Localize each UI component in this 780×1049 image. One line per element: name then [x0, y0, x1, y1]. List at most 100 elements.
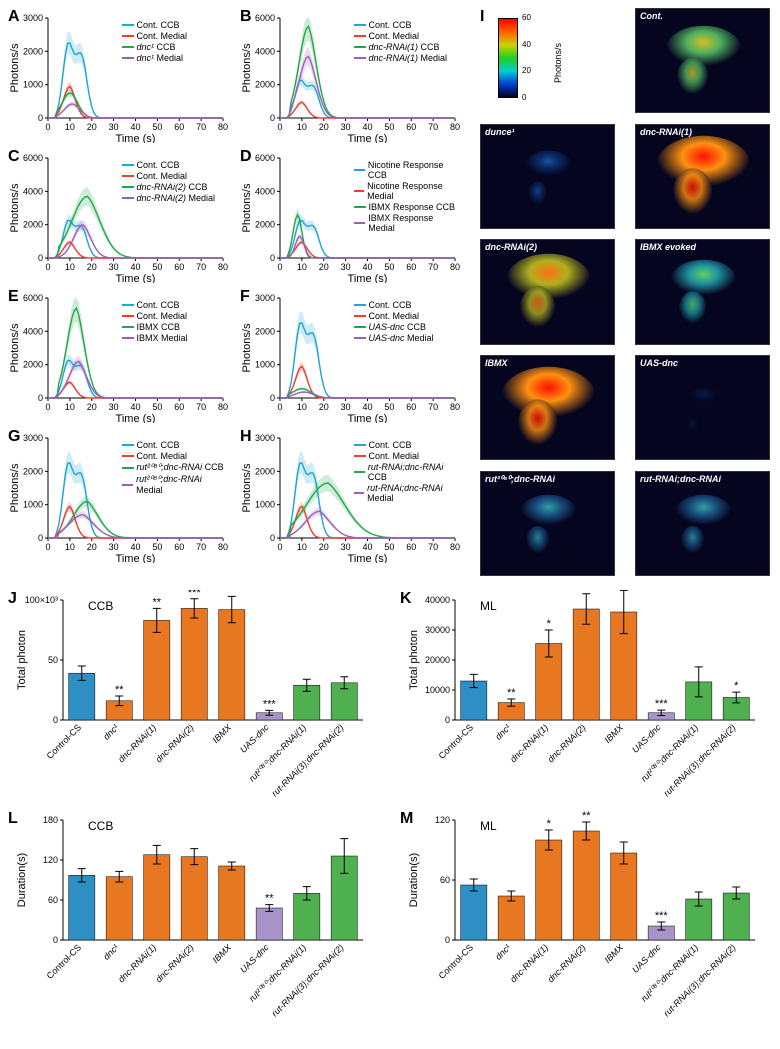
svg-text:60: 60 — [440, 875, 450, 885]
legend-item: Cont. CCB — [122, 300, 188, 310]
svg-text:10: 10 — [297, 262, 307, 272]
legend-item: Cont. Medial — [354, 451, 461, 461]
svg-text:80: 80 — [450, 262, 460, 272]
svg-text:10: 10 — [297, 122, 307, 132]
panel-label: I — [480, 8, 484, 26]
svg-text:40: 40 — [362, 122, 372, 132]
svg-text:UAS-dnc: UAS-dnc — [238, 942, 271, 975]
svg-text:Time (s): Time (s) — [348, 553, 388, 563]
heatmap-label: dnc-RNAi(1) — [640, 127, 692, 137]
svg-text:4000: 4000 — [255, 46, 275, 56]
svg-text:40: 40 — [130, 262, 140, 272]
svg-text:30: 30 — [109, 542, 119, 552]
svg-text:Photons/s: Photons/s — [241, 183, 253, 232]
svg-text:10000: 10000 — [425, 685, 450, 695]
svg-text:2000: 2000 — [23, 466, 43, 476]
legend: Nicotine Response CCBNicotine Response M… — [354, 160, 461, 234]
svg-text:***: *** — [655, 698, 669, 710]
legend-item: Cont. CCB — [354, 20, 448, 30]
svg-text:Duration(s): Duration(s) — [16, 853, 28, 907]
heatmap-cell — [635, 239, 770, 344]
timeseries-panel-E: E020004000600001020304050607080Time (s)P… — [8, 288, 228, 423]
heatmap-cell — [480, 471, 615, 576]
heatmap-cell — [480, 124, 615, 229]
svg-text:0: 0 — [45, 122, 50, 132]
svg-text:70: 70 — [428, 402, 438, 412]
svg-text:***: *** — [263, 698, 277, 710]
svg-text:30: 30 — [109, 402, 119, 412]
svg-text:0: 0 — [270, 253, 275, 263]
colorbar-tick: 40 — [522, 40, 531, 49]
svg-text:2000: 2000 — [255, 326, 275, 336]
svg-text:Duration(s): Duration(s) — [408, 853, 420, 907]
svg-text:*: * — [547, 818, 552, 830]
barchart-svg: 060120MLDuration(s)Control-CSdnc¹*dnc-RN… — [400, 810, 770, 1030]
svg-text:Total photon: Total photon — [16, 630, 28, 690]
svg-text:Photons/s: Photons/s — [241, 463, 253, 512]
svg-text:60: 60 — [406, 542, 416, 552]
svg-text:1000: 1000 — [255, 360, 275, 370]
svg-text:**: ** — [582, 810, 591, 822]
svg-text:60: 60 — [406, 402, 416, 412]
legend-item: Cont. CCB — [354, 300, 434, 310]
svg-text:60: 60 — [48, 895, 58, 905]
svg-text:6000: 6000 — [23, 293, 43, 303]
svg-text:70: 70 — [196, 542, 206, 552]
legend: Cont. CCBCont. Medialdnc¹ CCBdnc¹ Medial — [122, 20, 188, 64]
heatmap-cell — [480, 239, 615, 344]
legend-item: Cont. CCB — [122, 20, 188, 30]
svg-text:50: 50 — [384, 122, 394, 132]
svg-text:10: 10 — [297, 402, 307, 412]
svg-text:ML: ML — [480, 599, 497, 613]
svg-text:40000: 40000 — [425, 595, 450, 605]
svg-text:70: 70 — [428, 122, 438, 132]
legend-item: Cont. CCB — [122, 440, 229, 450]
legend: Cont. CCBCont. Medialrut²⁰⁸⁰;dnc-RNAi CC… — [122, 440, 229, 496]
svg-text:4000: 4000 — [255, 186, 275, 196]
heatmap-cell — [635, 355, 770, 460]
svg-text:20: 20 — [87, 542, 97, 552]
legend-item: rut²⁰⁸⁰;dnc-RNAi Medial — [122, 474, 229, 495]
svg-text:0: 0 — [45, 262, 50, 272]
svg-text:50: 50 — [384, 262, 394, 272]
panel-label: M — [400, 810, 413, 828]
svg-text:**: ** — [582, 590, 591, 594]
legend: Cont. CCBCont. Medialdnc-RNAi(1) CCBdnc-… — [354, 20, 448, 64]
svg-text:0: 0 — [277, 542, 282, 552]
legend-item: Cont. CCB — [122, 160, 216, 170]
svg-text:50: 50 — [152, 122, 162, 132]
svg-text:2000: 2000 — [255, 466, 275, 476]
svg-text:Total photon: Total photon — [408, 630, 420, 690]
svg-text:**: ** — [507, 687, 516, 699]
svg-text:80: 80 — [218, 262, 228, 272]
heatmap-label: dnc-RNAi(2) — [485, 242, 537, 252]
barchart-svg: 010000200003000040000MLTotal photonContr… — [400, 590, 770, 810]
colorbar-tick: 60 — [522, 13, 531, 22]
svg-text:Photons/s: Photons/s — [9, 43, 21, 92]
timeseries-panel-F: F010002000300001020304050607080Time (s)P… — [240, 288, 460, 423]
svg-text:rut-RNAi(3);dnc-RNAi(2): rut-RNAi(3);dnc-RNAi(2) — [662, 942, 738, 1018]
barchart-panel-M: M060120MLDuration(s)Control-CSdnc¹*dnc-R… — [400, 810, 770, 1030]
svg-text:0: 0 — [277, 262, 282, 272]
svg-text:60: 60 — [174, 542, 184, 552]
svg-text:6000: 6000 — [255, 13, 275, 23]
legend-item: Cont. Medial — [122, 451, 229, 461]
svg-text:UAS-dnc: UAS-dnc — [630, 942, 663, 975]
svg-text:10: 10 — [65, 262, 75, 272]
svg-text:50: 50 — [152, 402, 162, 412]
svg-text:0: 0 — [270, 113, 275, 123]
legend-item: rut-RNAi;dnc-RNAi CCB — [354, 462, 461, 482]
svg-text:2000: 2000 — [23, 220, 43, 230]
svg-text:50: 50 — [384, 402, 394, 412]
timeseries-panel-A: A010002000300001020304050607080Time (s)P… — [8, 8, 228, 143]
svg-text:Time (s): Time (s) — [116, 273, 156, 283]
svg-text:dnc-RNAi(2): dnc-RNAi(2) — [546, 722, 588, 764]
svg-text:20: 20 — [87, 262, 97, 272]
svg-text:40: 40 — [362, 542, 372, 552]
svg-text:dnc¹: dnc¹ — [101, 722, 120, 741]
legend-item: dnc-RNAi(2) Medial — [122, 193, 216, 203]
svg-text:0: 0 — [53, 935, 58, 945]
svg-text:30: 30 — [109, 122, 119, 132]
svg-text:Time (s): Time (s) — [348, 133, 388, 143]
svg-text:80: 80 — [450, 542, 460, 552]
